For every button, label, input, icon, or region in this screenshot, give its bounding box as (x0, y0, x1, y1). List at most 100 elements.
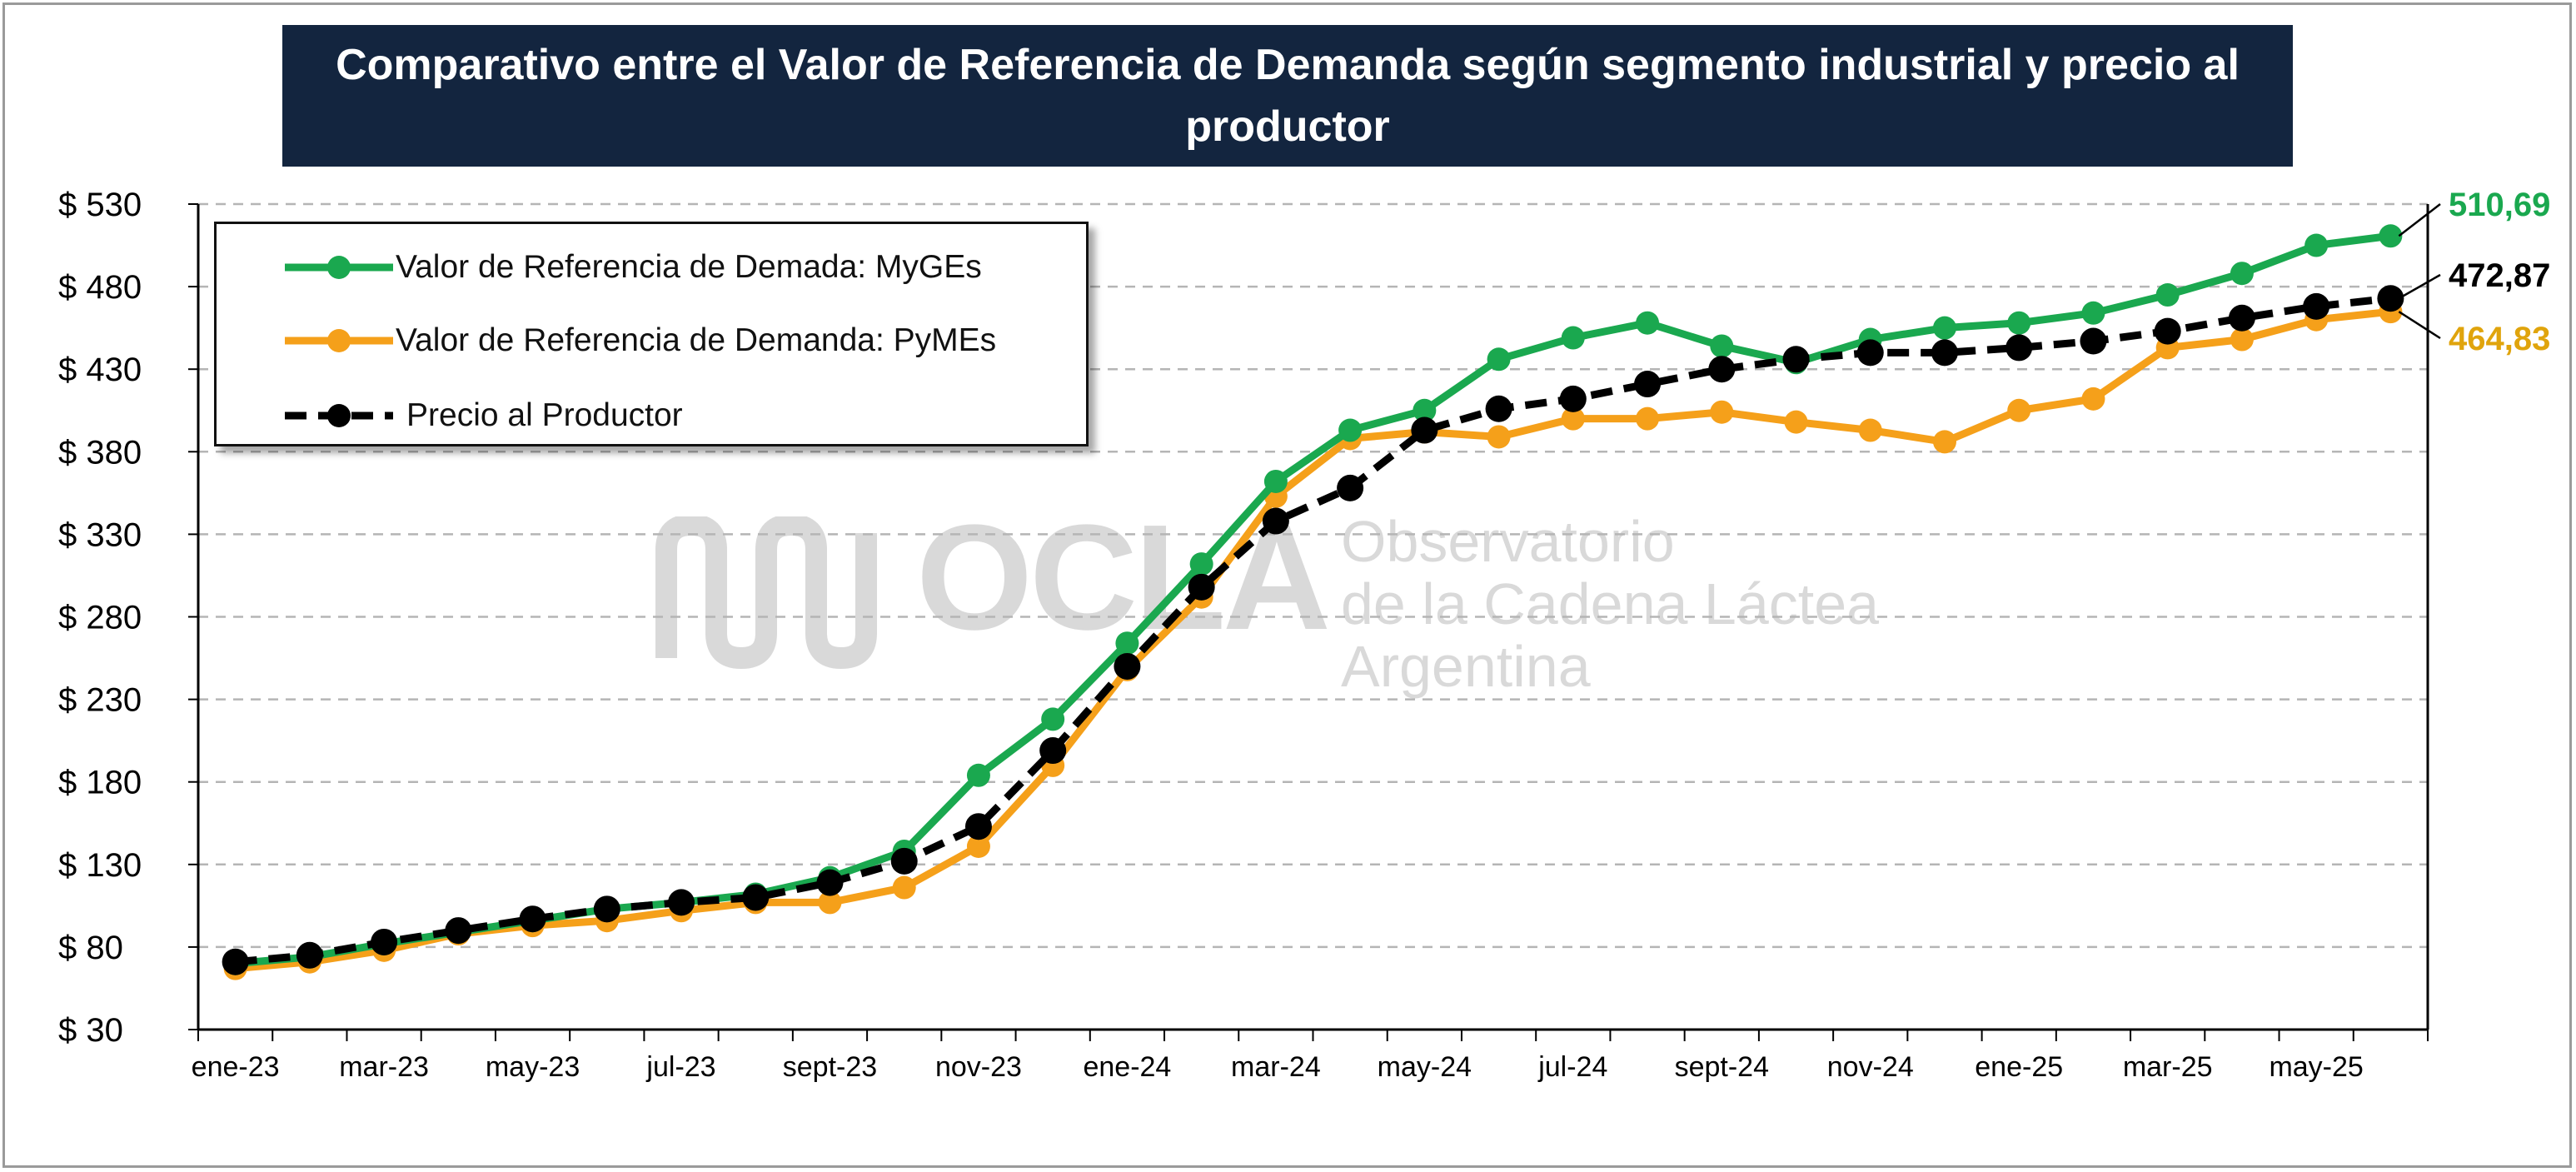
series-line-1 (235, 307, 2391, 973)
data-point (2304, 233, 2329, 257)
y-tick-label: $ 30 (58, 1012, 123, 1049)
data-point (2377, 285, 2404, 312)
tick-labels: $ 30 $ 80 $ 130 $ 180 $ 230 $ 280 $ 330 $ 380 $ … (58, 187, 2364, 1083)
y-tick-label: $ 480 (58, 269, 142, 306)
y-tick-label: $ 330 (58, 516, 142, 553)
x-tick-label: jul-24 (1537, 1051, 1607, 1083)
data-point (593, 895, 620, 923)
data-point (890, 847, 918, 875)
data-point (1189, 552, 1213, 576)
data-point (1784, 410, 1808, 434)
data-point (1411, 416, 1438, 444)
data-point (1338, 418, 1363, 442)
data-point (2154, 317, 2181, 345)
chart-title-box: Comparativo entre el Valor de Referencia… (282, 25, 2293, 167)
data-point (1559, 385, 1587, 412)
end-label-leader (2398, 273, 2441, 300)
data-point (1858, 418, 1882, 442)
data-point (1039, 737, 1067, 765)
legend-item-pymes: Valor de Referencia de Demanda: PyMEs (217, 316, 1086, 366)
x-tick-label: may-23 (486, 1051, 580, 1083)
data-point (1708, 356, 1736, 383)
data-point (966, 834, 990, 858)
x-tick-label: mar-24 (1231, 1051, 1321, 1083)
data-point (2005, 334, 2033, 362)
x-tick-label: ene-23 (192, 1051, 280, 1083)
data-point (1485, 395, 1512, 422)
data-point (1710, 334, 1734, 358)
y-tick-label: $ 430 (58, 352, 142, 388)
end-label-myges: 510,69 (2449, 187, 2550, 223)
legend: Valor de Referencia de Demada: MyGEs Val… (214, 222, 1089, 446)
grid-lines (198, 202, 2428, 949)
data-point (1263, 469, 1288, 493)
data-point (892, 875, 916, 900)
x-tick-label: jul-23 (645, 1051, 715, 1083)
data-point (2081, 301, 2105, 325)
data-point (2007, 398, 2031, 422)
legend-marker-pymes (285, 329, 393, 352)
y-tick-label: $ 80 (58, 930, 123, 966)
series-lines (222, 224, 2404, 980)
data-point (2081, 387, 2105, 411)
data-point (445, 917, 472, 945)
end-label-productor: 472,87 (2449, 257, 2550, 294)
data-point (371, 928, 398, 955)
x-tick-label: may-24 (1378, 1051, 1472, 1083)
legend-label-pymes: Valor de Referencia de Demanda: PyMEs (396, 322, 997, 358)
legend-item-productor: Precio al Productor (217, 391, 1086, 441)
data-point (1487, 347, 1511, 372)
x-tick-label: mar-25 (2123, 1051, 2213, 1083)
data-point (222, 948, 249, 975)
data-point (1932, 316, 1956, 340)
x-tick-label: may-25 (2269, 1051, 2363, 1083)
data-point (1188, 573, 1215, 601)
data-point (1931, 339, 1958, 367)
x-tick-label: sept-24 (1675, 1051, 1769, 1083)
chart-title: Comparativo entre el Valor de Referencia… (336, 41, 2240, 151)
data-point (1262, 507, 1289, 535)
data-point (2303, 292, 2330, 320)
data-point (519, 905, 546, 933)
data-point (1636, 311, 1660, 335)
data-point (816, 869, 844, 896)
legend-marker-myges (285, 256, 393, 279)
data-point (2230, 327, 2254, 352)
data-point (1856, 339, 1884, 367)
x-tick-label: nov-23 (935, 1051, 1022, 1083)
data-point (1634, 371, 1662, 398)
data-point (1710, 400, 1734, 424)
legend-label-productor: Precio al Productor (406, 397, 683, 433)
data-point (966, 763, 990, 787)
data-point (1561, 406, 1585, 431)
data-point (1932, 430, 1956, 454)
data-point (2007, 311, 2031, 335)
y-tick-label: $ 230 (58, 682, 142, 719)
data-point (2080, 327, 2107, 355)
end-labels: 510,69 472,87 464,83 (2398, 187, 2550, 357)
data-point (964, 813, 992, 840)
data-point (1337, 474, 1364, 501)
end-label-leader (2398, 203, 2441, 237)
data-point (2228, 304, 2255, 332)
legend-label-myges: Valor de Referencia de Demada: MyGEs (396, 249, 982, 285)
data-point (1041, 707, 1065, 731)
y-tick-label: $ 530 (58, 187, 142, 223)
axes (188, 203, 2429, 1041)
data-point (2230, 262, 2254, 286)
data-point (1487, 425, 1511, 449)
y-tick-label: $ 280 (58, 600, 142, 636)
x-tick-label: sept-23 (783, 1051, 877, 1083)
x-tick-label: ene-25 (1975, 1051, 2063, 1083)
data-point (1782, 346, 1810, 373)
data-point (1115, 631, 1139, 656)
data-point (1114, 652, 1141, 680)
end-label-pymes: 464,83 (2449, 321, 2550, 357)
data-point (2379, 224, 2403, 248)
x-tick-label: ene-24 (1083, 1051, 1171, 1083)
y-tick-label: $ 180 (58, 765, 142, 801)
data-point (1561, 326, 1585, 350)
end-label-leader (2398, 311, 2441, 340)
